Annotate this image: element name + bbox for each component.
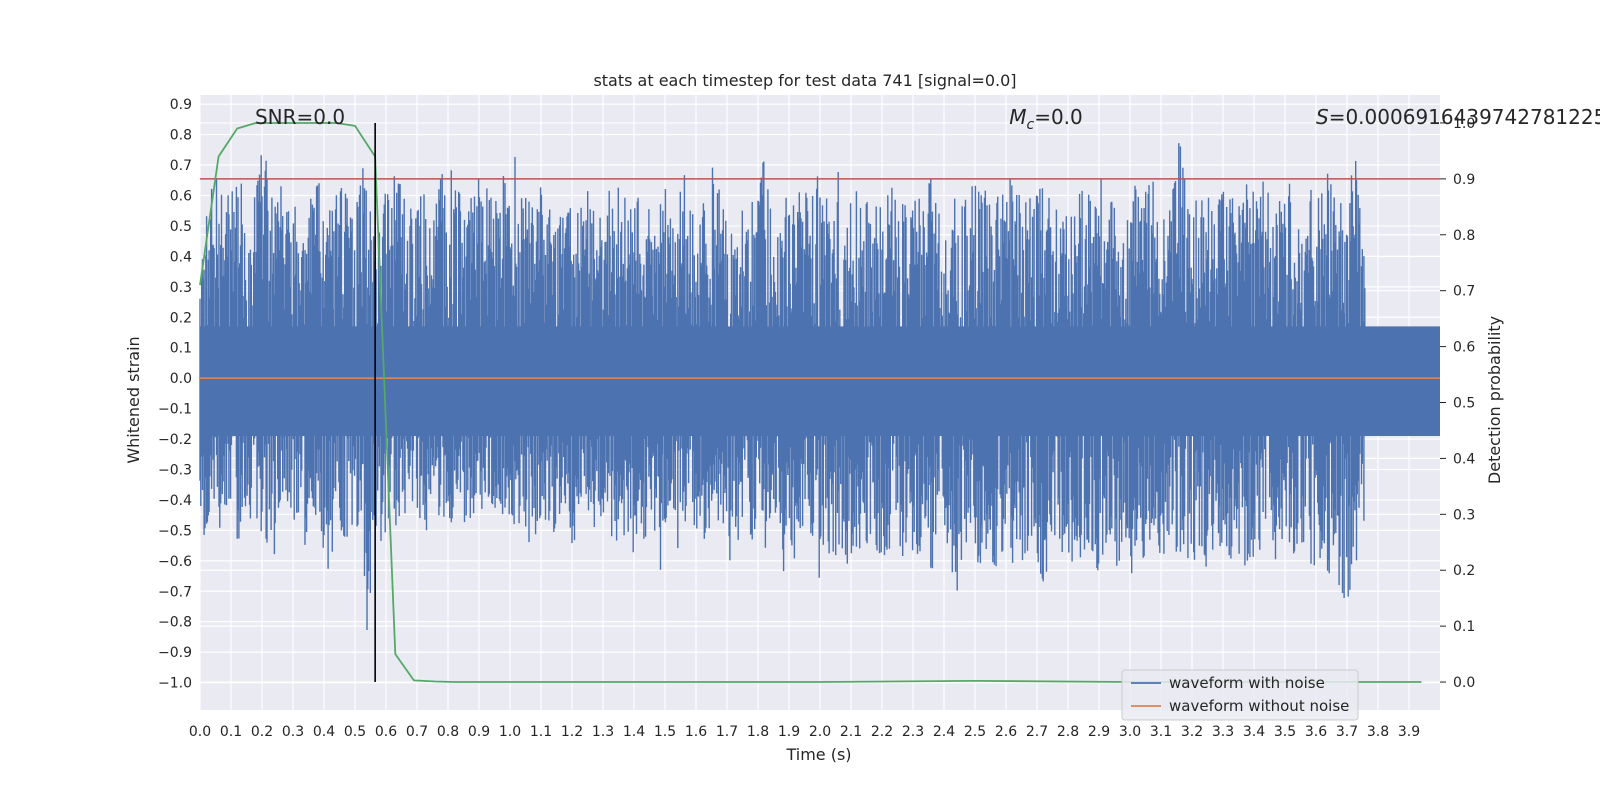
- x-tick-label: 0.7: [406, 724, 428, 740]
- x-tick-label: 1.8: [747, 724, 769, 740]
- y2-tick-label: 0.3: [1453, 507, 1475, 523]
- x-tick-label: 3.6: [1305, 724, 1327, 740]
- x-tick-label: 0.5: [344, 724, 366, 740]
- noise-band: [200, 326, 1440, 436]
- x-tick-label: 2.5: [964, 724, 986, 740]
- legend-box: [1121, 669, 1359, 721]
- x-tick-label: 2.9: [1088, 724, 1110, 740]
- y2-tick-label: 0.5: [1453, 396, 1475, 412]
- x-tick-label: 1.2: [561, 724, 583, 740]
- mc-annotation: Mc=0.0: [1009, 105, 1083, 133]
- x-tick-label: 1.6: [685, 724, 707, 740]
- y-tick-label: −0.7: [158, 584, 192, 600]
- s-annotation: S=0.0006916439742781225: [1316, 105, 1600, 129]
- x-tick-label: 2.6: [995, 724, 1017, 740]
- y2-tick-label: 0.8: [1453, 228, 1475, 244]
- y2-tick-label: 0.0: [1453, 675, 1475, 691]
- x-axis-label: Time (s): [785, 745, 851, 764]
- x-tick-label: 0.9: [468, 724, 490, 740]
- series-waveform-with-noise: [199, 143, 1440, 630]
- x-tick-label: 0.1: [220, 724, 242, 740]
- x-tick-label: 3.9: [1398, 724, 1420, 740]
- s-symbol: S: [1316, 105, 1329, 129]
- y-axis-ticks: 0.9 0.8 0.7 0.6 0.5 0.4 0.3 0.2 0.1 0.0 −0.1 −0.2 −0…: [158, 97, 192, 691]
- mc-symbol: M: [1009, 105, 1026, 129]
- y-tick-label: 0.7: [170, 158, 192, 174]
- x-tick-label: 1.5: [654, 724, 676, 740]
- y-tick-label: 0.9: [170, 97, 192, 113]
- y2-tick-label: 0.4: [1453, 451, 1475, 467]
- y2-tick-label: 0.6: [1453, 340, 1475, 356]
- x-tick-label: 2.0: [809, 724, 831, 740]
- y-tick-label: 0.0: [170, 371, 192, 387]
- x-tick-label: 3.2: [1181, 724, 1203, 740]
- y-tick-label: −0.3: [158, 462, 192, 478]
- x-tick-label: 0.8: [437, 724, 459, 740]
- x-tick-label: 2.1: [840, 724, 862, 740]
- x-tick-label: 2.3: [902, 724, 924, 740]
- y-tick-label: 0.3: [170, 280, 192, 296]
- legend-label-noise: waveform with noise: [1169, 674, 1325, 692]
- x-tick-label: 0.2: [251, 724, 273, 740]
- y-tick-label: 0.1: [170, 341, 192, 357]
- legend: waveform with noise waveform without noi…: [1121, 669, 1359, 721]
- x-tick-label: 3.5: [1274, 724, 1296, 740]
- x-tick-label: 1.0: [499, 724, 521, 740]
- x-tick-label: 0.0: [189, 724, 211, 740]
- chart-title: stats at each timestep for test data 741…: [593, 71, 1016, 90]
- x-tick-label: 3.3: [1212, 724, 1234, 740]
- y2-axis-ticks: 0.0 0.1 0.2 0.3 0.4 0.5 0.6 0.7 0.8 0.9 1.0: [1440, 116, 1475, 691]
- y2-tick-label: 0.1: [1453, 619, 1475, 635]
- snr-annotation: SNR=0.0: [255, 105, 345, 129]
- x-tick-label: 2.8: [1057, 724, 1079, 740]
- legend-label-clean: waveform without noise: [1169, 697, 1349, 715]
- x-tick-label: 1.3: [592, 724, 614, 740]
- y-tick-label: 0.8: [170, 128, 192, 144]
- y-tick-label: 0.2: [170, 310, 192, 326]
- y-tick-label: −0.6: [158, 554, 192, 570]
- y-tick-label: −1.0: [158, 676, 192, 692]
- x-tick-label: 3.0: [1119, 724, 1141, 740]
- y-tick-label: −0.2: [158, 432, 192, 448]
- x-tick-label: 0.6: [375, 724, 397, 740]
- y-axis-label: Whitened strain: [124, 336, 143, 463]
- s-value: =0.0006916439742781225: [1329, 105, 1600, 129]
- x-tick-label: 0.4: [313, 724, 335, 740]
- x-tick-label: 3.1: [1150, 724, 1172, 740]
- x-axis-ticks: 0.0 0.1 0.2 0.3 0.4 0.5 0.6 0.7 0.8 0.9 1.0 1.1 1.2 1…: [189, 724, 1420, 740]
- y2-tick-label: 0.2: [1453, 563, 1475, 579]
- series-detection-probability: [199, 122, 1422, 683]
- y-tick-label: 0.4: [170, 249, 192, 265]
- x-tick-label: 3.8: [1367, 724, 1389, 740]
- x-tick-label: 2.4: [933, 724, 955, 740]
- y-tick-label: −0.4: [158, 493, 192, 509]
- y-tick-label: −0.1: [158, 402, 192, 418]
- x-tick-label: 1.7: [716, 724, 738, 740]
- y-tick-label: 0.6: [170, 188, 192, 204]
- y-tick-label: −0.5: [158, 523, 192, 539]
- y-tick-label: 0.5: [170, 219, 192, 235]
- x-tick-label: 1.1: [530, 724, 552, 740]
- x-tick-label: 0.3: [282, 724, 304, 740]
- x-tick-label: 3.7: [1336, 724, 1358, 740]
- y2-tick-label: 0.7: [1453, 284, 1475, 300]
- x-tick-label: 1.9: [778, 724, 800, 740]
- y-tick-label: −0.9: [158, 645, 192, 661]
- y2-tick-label: 1.0: [1453, 116, 1475, 132]
- mc-subscript: c: [1026, 117, 1034, 133]
- mc-value: =0.0: [1034, 105, 1083, 129]
- y2-axis-label: Detection probability: [1485, 316, 1504, 484]
- x-tick-label: 2.2: [871, 724, 893, 740]
- y2-tick-label: 0.9: [1453, 172, 1475, 188]
- x-tick-label: 2.7: [1026, 724, 1048, 740]
- y-tick-label: −0.8: [158, 615, 192, 631]
- x-tick-label: 1.4: [623, 724, 645, 740]
- x-tick-label: 3.4: [1243, 724, 1265, 740]
